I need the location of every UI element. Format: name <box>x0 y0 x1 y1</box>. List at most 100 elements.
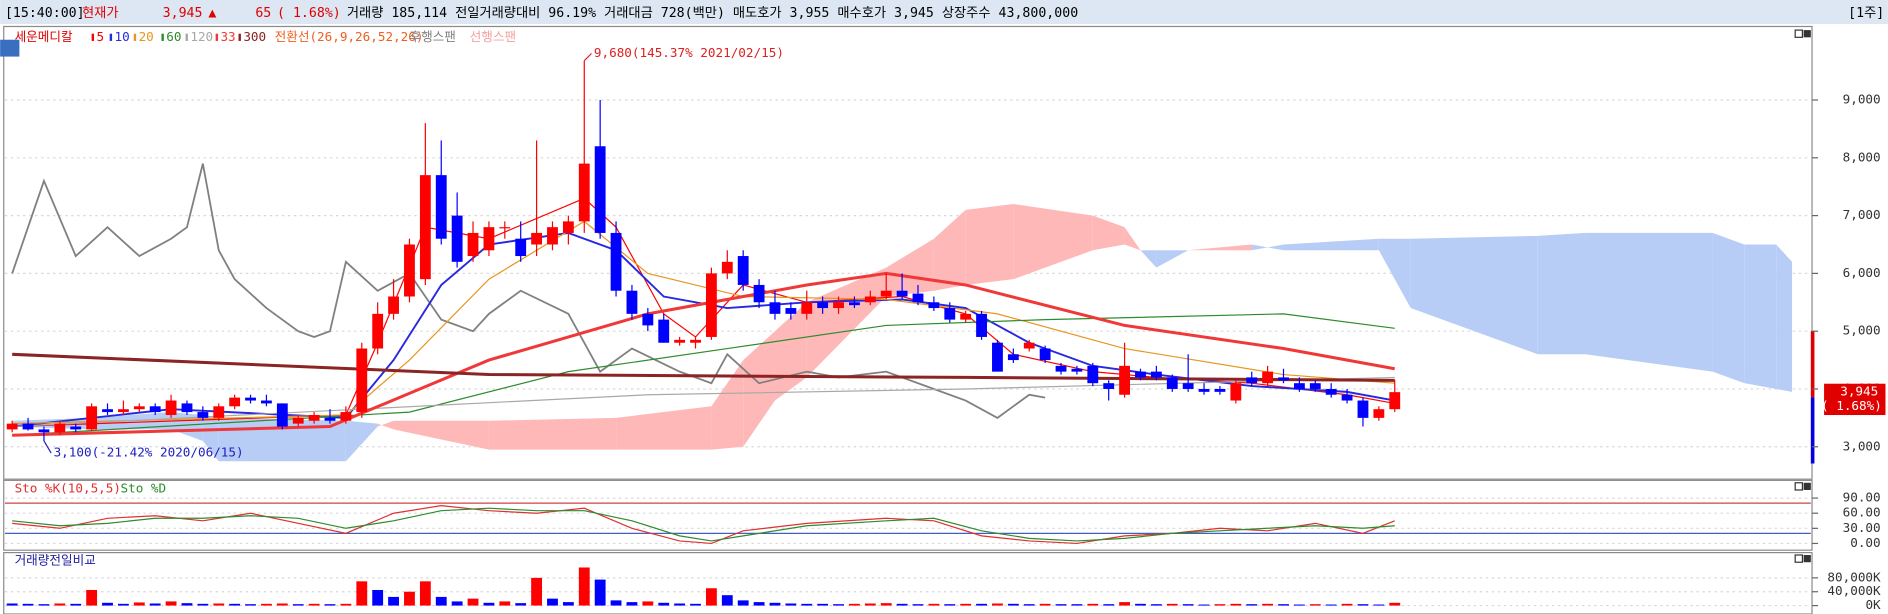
candle-body <box>1341 394 1353 401</box>
range-bar-down <box>1810 397 1815 464</box>
candle-body <box>1262 371 1274 384</box>
volume-bar <box>562 602 574 606</box>
legend-swatch <box>185 33 188 41</box>
volume-bar <box>674 603 686 606</box>
ma-line <box>12 352 1395 382</box>
volume-bar <box>1135 603 1146 606</box>
candle-body <box>1198 388 1210 392</box>
candle-body <box>1309 383 1321 389</box>
candle-body <box>197 412 209 418</box>
mode-button[interactable] <box>0 39 20 57</box>
candle-body <box>213 406 225 418</box>
volume-bar <box>6 603 18 606</box>
volume-bar <box>324 604 336 606</box>
volume-bar <box>610 600 622 606</box>
y-tick-label: 90.00 <box>1843 490 1881 505</box>
cloud <box>1092 215 1125 251</box>
y-tick-label: 0.00 <box>1850 535 1880 550</box>
legend-swatch <box>238 33 241 41</box>
panel-icon[interactable] <box>1794 29 1803 38</box>
y-tick-label: 40,000K <box>1827 583 1881 598</box>
candle-body <box>674 339 686 343</box>
cloud <box>488 417 617 450</box>
legend-swatch <box>161 33 164 41</box>
volume-bar <box>404 591 415 606</box>
volume-bar <box>1293 604 1305 606</box>
candle-body <box>324 417 336 421</box>
candle-body <box>1182 383 1194 389</box>
volume-bar <box>785 603 797 606</box>
candle-body <box>817 302 829 309</box>
volume-bar <box>1262 603 1274 606</box>
y-tick-label: 7,000 <box>1843 207 1881 222</box>
candle-body <box>435 175 447 239</box>
volume-bar <box>1325 604 1337 606</box>
candle-body <box>165 400 177 415</box>
cloud <box>1156 250 1189 268</box>
candle-body <box>181 403 193 413</box>
legend-swatch <box>133 33 137 41</box>
cloud <box>1283 238 1379 251</box>
volume-bar <box>388 596 399 606</box>
candle-body <box>1150 371 1162 378</box>
candle-body <box>1039 348 1051 361</box>
volume-bar <box>1214 604 1226 606</box>
candle-body <box>690 339 701 343</box>
change-pct: ( 1.68%) <box>277 6 341 21</box>
candle-body <box>1214 388 1226 392</box>
volume-bar <box>133 602 145 606</box>
candle-body <box>102 409 113 413</box>
candle-body <box>1357 400 1369 418</box>
candle-body <box>1087 365 1099 384</box>
candle-body <box>467 232 479 257</box>
panel-icon[interactable] <box>1803 555 1811 563</box>
panel-icon[interactable] <box>1794 482 1803 491</box>
candle-body <box>245 397 256 401</box>
volume-bar <box>880 603 892 606</box>
unit[interactable]: [1주] <box>1848 6 1884 21</box>
volume-bar <box>944 604 956 606</box>
volume-bar <box>769 602 781 606</box>
volume-bar <box>499 601 511 606</box>
candle-body <box>1055 365 1067 372</box>
candle-body <box>992 342 1003 372</box>
volume-bar <box>149 603 161 606</box>
legend-entry: Sto %D <box>121 480 167 495</box>
volume-bar <box>594 579 606 606</box>
cloud <box>1776 244 1793 392</box>
stoch-panel <box>3 479 1813 551</box>
cloud <box>711 360 744 450</box>
volume-bar <box>849 603 860 606</box>
volume-bar <box>1023 604 1035 606</box>
volume-bar <box>261 603 272 606</box>
candle-body <box>880 290 892 297</box>
annotation: 3,100(-21.42% 2020/06/15) <box>54 445 244 460</box>
volume-bar <box>213 603 225 606</box>
cloud <box>1744 244 1777 389</box>
legend-entry: 60 <box>166 29 181 44</box>
legend-swatch <box>215 33 219 41</box>
cloud <box>1013 204 1093 280</box>
cloud <box>202 414 219 462</box>
panel-icon[interactable] <box>1803 30 1811 38</box>
candle-body <box>610 232 622 291</box>
volume-bar <box>721 595 733 606</box>
last-price: 3,945 <box>1840 384 1878 399</box>
volume-bar <box>483 602 495 606</box>
volume-bar <box>1198 604 1210 606</box>
cloud <box>1378 238 1411 309</box>
panel-icon[interactable] <box>1794 554 1803 563</box>
volume-bar <box>1166 603 1178 606</box>
candle-body <box>912 293 924 303</box>
candle-body <box>833 302 844 309</box>
candle-body <box>1166 377 1178 389</box>
volume-bar <box>1357 604 1369 606</box>
candle-body <box>276 403 288 427</box>
candle-body <box>1246 377 1258 384</box>
candle-body <box>658 319 670 343</box>
volume-bar <box>547 598 558 606</box>
volume-bar <box>197 603 209 606</box>
annotation-leader <box>43 440 52 454</box>
panel-icon[interactable] <box>1803 482 1811 490</box>
cloud <box>806 267 887 378</box>
